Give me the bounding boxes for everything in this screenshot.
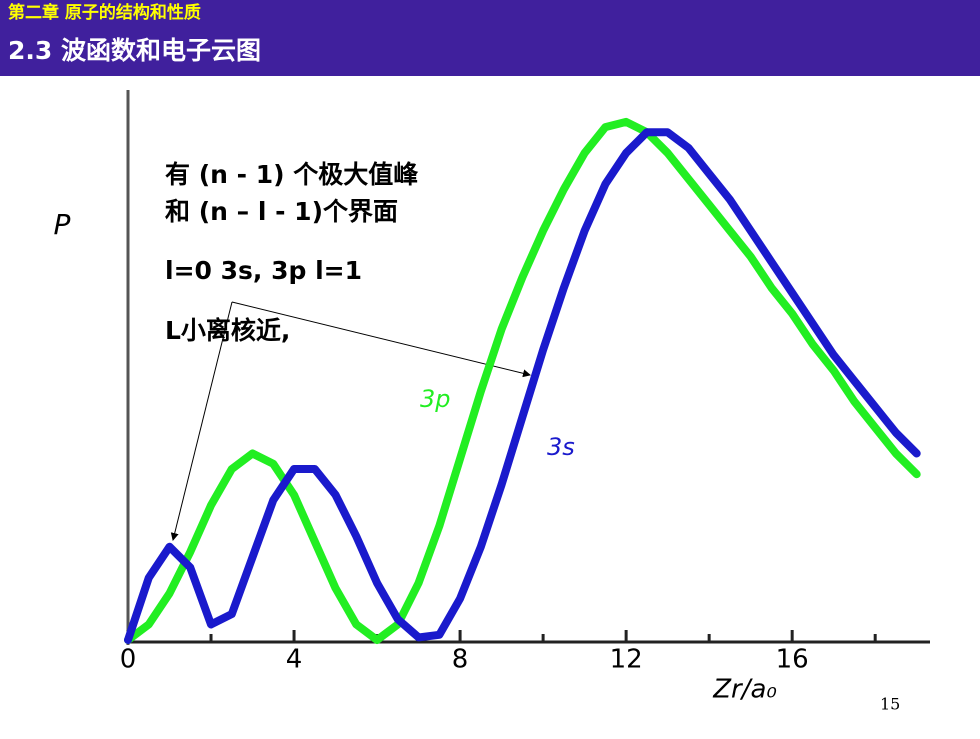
y-axis-label: P [54,208,71,241]
header-bar [0,0,980,76]
annotation: 和 (n – l - 1)个界面 [165,197,398,226]
chapter-title: 第二章 原子的结构和性质 [8,2,201,23]
x-tick-label: 12 [610,645,643,675]
series-label: 3s [547,433,575,461]
x-tick-label: 0 [120,645,137,675]
x-tick-label: 16 [776,645,809,675]
series-line [124,128,921,644]
x-axis-label: Zr/a₀ [712,675,777,705]
series-line [124,117,921,644]
series-label: 3p [420,385,451,413]
x-tick-label: 8 [452,645,469,675]
x-tick-label: 4 [286,645,303,675]
section-title: 2.3 波函数和电子云图 [8,36,261,65]
annotation: l=0 3s, 3p l=1 [165,256,362,285]
page-number: 15 [880,695,900,714]
arrow [231,301,531,378]
arrow [170,301,233,541]
annotation: 有 (n - 1) 个极大值峰 [165,160,418,189]
